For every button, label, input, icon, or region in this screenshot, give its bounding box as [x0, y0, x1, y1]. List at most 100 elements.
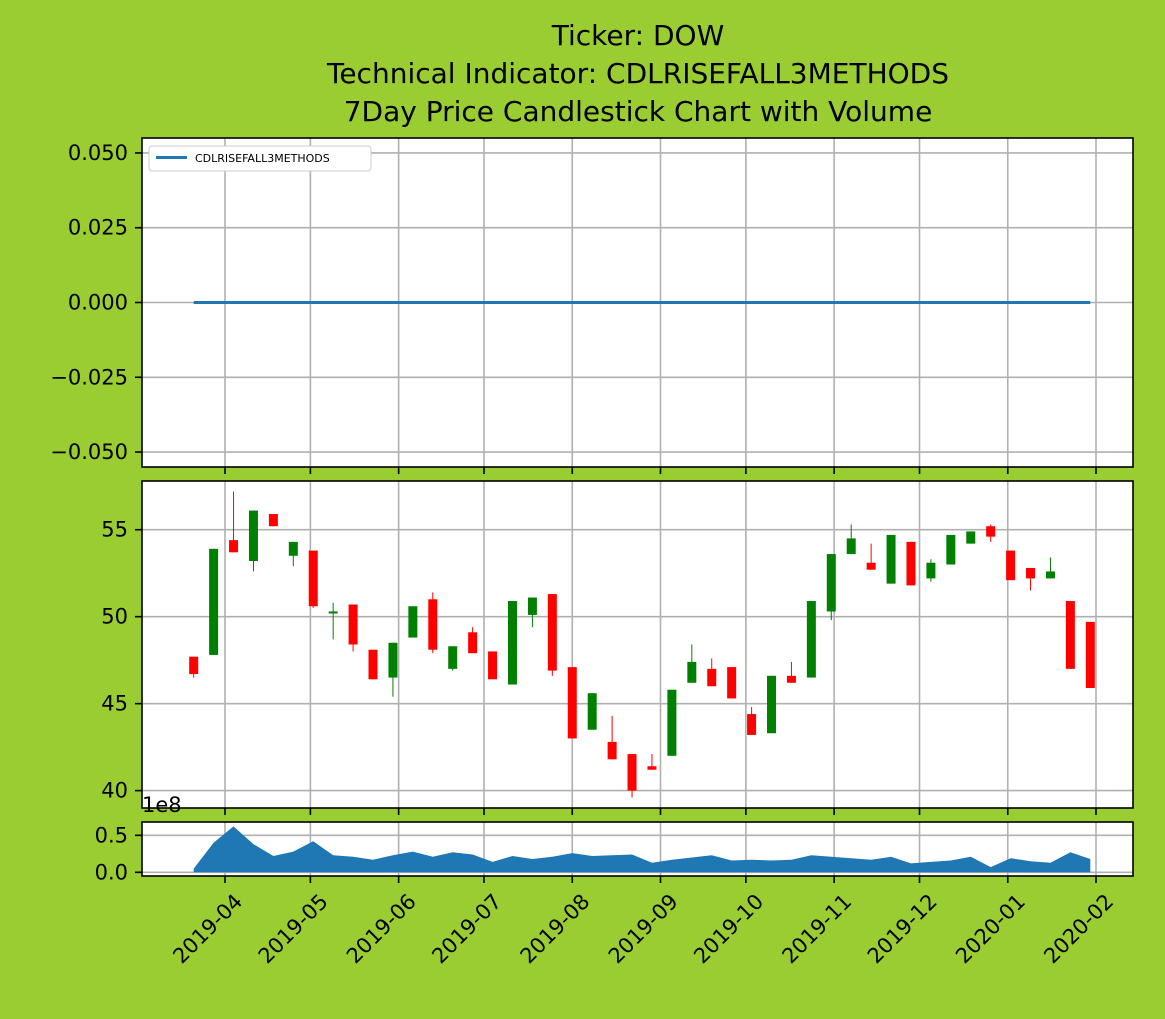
y-tick-label-4: −0.050: [50, 440, 128, 464]
candle-30: [786, 661, 796, 683]
candle-19: [567, 667, 577, 739]
candle-43: [1045, 557, 1055, 579]
candle-44: [1065, 601, 1075, 669]
candle-40: [986, 524, 996, 542]
x-tick-label-3: 2019-07: [427, 889, 506, 968]
candle-body-16: [507, 601, 517, 685]
candle-body-15: [488, 651, 498, 680]
legend-box: [148, 145, 372, 172]
candle-34: [866, 543, 876, 570]
candle-body-29: [767, 675, 777, 734]
candle-31: [806, 601, 816, 678]
candle-body-3: [248, 510, 258, 562]
candle-33: [846, 524, 856, 555]
candle-3: [248, 510, 258, 572]
title-line-3: 7Day Price Candlestick Chart with Volume: [344, 95, 933, 128]
candle-6: [308, 550, 318, 608]
x-tick-label-9: 2020-01: [951, 889, 1030, 968]
candle-body-17: [527, 597, 537, 615]
candle-4: [268, 514, 278, 527]
x-tick-label-8: 2019-12: [863, 889, 942, 968]
candle-body-34: [866, 562, 876, 570]
candle-10: [388, 642, 398, 697]
candle-body-40: [986, 526, 996, 537]
candle-body-44: [1065, 601, 1075, 669]
candle-body-39: [966, 531, 976, 544]
volume-area: [193, 826, 1091, 873]
y-tick-label-1: 45: [101, 692, 128, 716]
candle-38: [946, 534, 956, 565]
candle-body-7: [328, 611, 338, 614]
volume-y-axis: 0.0 0.5: [95, 823, 142, 884]
candle-body-19: [567, 667, 577, 739]
title-line-1: Ticker: DOW: [551, 19, 725, 52]
y-tick-label-1: 0.025: [68, 216, 128, 240]
candle-body-26: [707, 668, 717, 687]
candle-body-18: [547, 594, 557, 671]
candle-16: [507, 601, 517, 685]
price-panel-frame: [141, 480, 1134, 809]
candle-body-5: [288, 541, 298, 556]
candle-body-11: [408, 606, 418, 638]
candle-body-20: [587, 693, 597, 730]
candle-body-2: [229, 540, 239, 553]
indicator-panel-frame: [141, 137, 1134, 468]
y-tick-label-0: 0.0: [95, 860, 128, 884]
candle-body-28: [747, 714, 757, 735]
candle-body-27: [727, 667, 737, 699]
candle-11: [408, 606, 418, 638]
candle-body-21: [607, 741, 617, 760]
indicator-legend: CDLRISEFALL3METHODS: [148, 145, 372, 172]
x-tick-label-7: 2019-11: [777, 889, 856, 968]
x-tick-label-1: 2019-05: [254, 889, 333, 968]
candle-9: [368, 649, 378, 680]
y-tick-label-2: 50: [101, 605, 128, 629]
candle-body-45: [1085, 621, 1095, 688]
candle-22: [627, 754, 637, 798]
candle-body-14: [468, 632, 478, 654]
x-tick-label-6: 2019-10: [689, 889, 768, 968]
x-tick-label-0: 2019-04: [168, 889, 247, 968]
candlesticks: [189, 491, 1095, 798]
candle-body-12: [428, 599, 438, 650]
price-y-axis: 40 45 50 55: [101, 518, 142, 803]
candle-18: [547, 594, 557, 676]
candle-21: [607, 715, 617, 760]
candle-23: [647, 754, 657, 770]
candle-13: [448, 646, 458, 671]
candle-29: [767, 675, 777, 734]
candle-27: [727, 667, 737, 699]
candle-body-1: [209, 548, 219, 655]
candle-body-35: [886, 534, 896, 584]
y-tick-label-3: −0.025: [50, 365, 128, 389]
volume-scale-label: 1e8: [142, 793, 182, 817]
candle-body-43: [1045, 571, 1055, 579]
candle-39: [966, 531, 976, 544]
indicator-y-axis: 0.050 0.025 0.000 −0.025 −0.050: [50, 141, 142, 464]
candle-body-13: [448, 646, 458, 669]
candle-body-10: [388, 642, 398, 678]
y-tick-label-2: 0.000: [68, 291, 128, 315]
volume-panel-frame: [141, 821, 1134, 877]
candle-1: [209, 548, 219, 655]
candle-36: [906, 541, 916, 586]
candle-body-22: [627, 754, 637, 791]
candle-7: [328, 602, 338, 640]
candle-body-23: [647, 766, 657, 770]
x-tick-label-5: 2019-09: [604, 889, 683, 968]
candle-body-31: [806, 601, 816, 678]
y-tick-label-3: 55: [101, 518, 128, 542]
candle-2: [229, 491, 239, 553]
candle-24: [667, 689, 677, 756]
y-tick-label-1: 0.5: [95, 823, 128, 847]
candle-25: [687, 644, 697, 683]
y-tick-label-0: 0.050: [68, 141, 128, 165]
candle-body-36: [906, 541, 916, 586]
candle-37: [926, 559, 936, 582]
chart-title: Ticker: DOW Technical Indicator: CDLRISE…: [326, 19, 949, 128]
candle-15: [488, 651, 498, 680]
candle-45: [1085, 621, 1095, 688]
candle-14: [468, 627, 478, 654]
candle-body-37: [926, 562, 936, 579]
